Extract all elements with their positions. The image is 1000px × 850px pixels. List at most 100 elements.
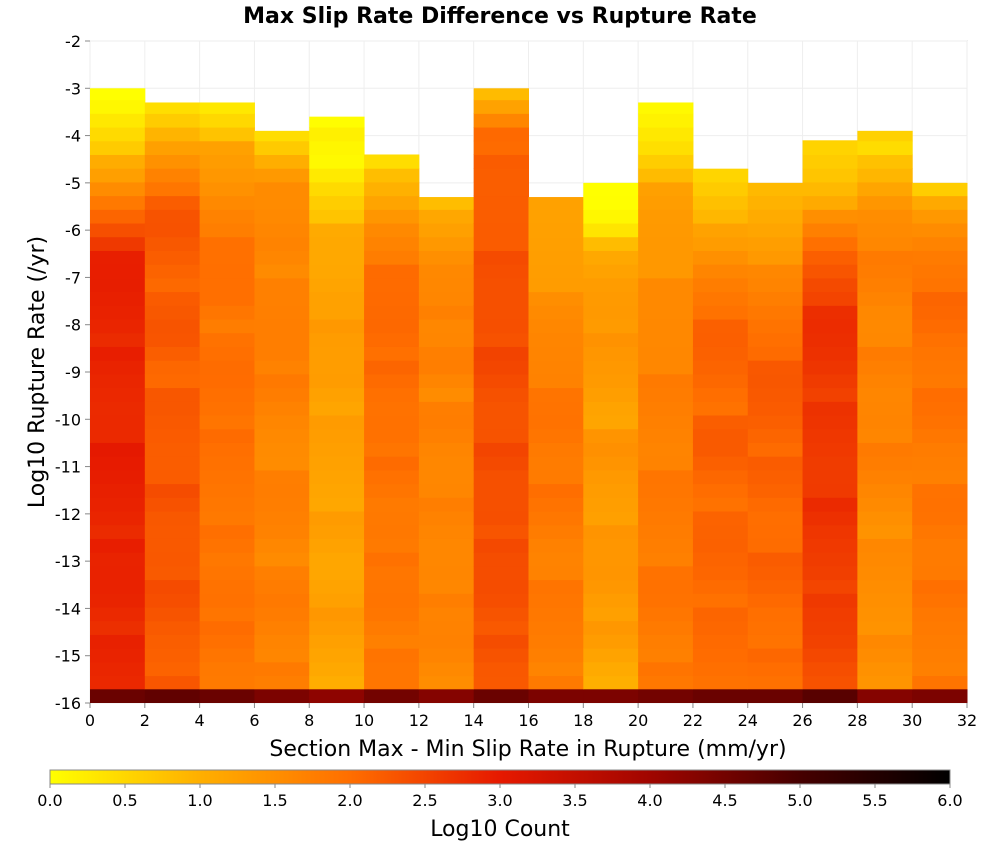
heatmap-cell (747, 593, 804, 608)
heatmap-cell (747, 442, 804, 457)
heatmap-cell (692, 593, 749, 608)
heatmap-cell (692, 579, 749, 594)
colorbar-tick-label: 0.0 (37, 791, 62, 810)
heatmap-cell (309, 387, 365, 402)
heatmap-cell (364, 579, 420, 594)
heatmap-cell (802, 305, 858, 320)
heatmap-cell (857, 250, 913, 265)
heatmap-cell (857, 319, 913, 334)
heatmap-cell (199, 223, 255, 238)
heatmap-cell (802, 250, 858, 265)
heatmap-cell (638, 319, 694, 334)
y-axis-label: Log10 Rupture Rate (/yr) (25, 236, 50, 508)
heatmap-cell (144, 648, 201, 663)
heatmap-cell (309, 209, 365, 224)
heatmap-cell (144, 483, 201, 498)
heatmap-cell (254, 497, 310, 512)
heatmap-cell (90, 428, 146, 443)
heatmap-cell (638, 102, 694, 114)
heatmap-cell (473, 607, 529, 622)
heatmap-cell (638, 511, 694, 526)
heatmap-cell (528, 538, 584, 553)
heatmap-cell (692, 483, 749, 498)
heatmap-cell (364, 552, 420, 567)
heatmap-cell (583, 387, 639, 402)
heatmap-cell (747, 469, 804, 485)
heatmap-cell (199, 648, 255, 663)
heatmap-cell (912, 620, 968, 635)
x-tick-label: 0 (85, 711, 95, 730)
heatmap-cell (802, 373, 858, 389)
heatmap-cell (254, 223, 310, 238)
heatmap-cell (364, 648, 420, 663)
heatmap-cell (254, 456, 310, 471)
heatmap-cell (692, 634, 749, 649)
heatmap-cell (857, 661, 913, 677)
heatmap-cell (583, 661, 639, 677)
heatmap-cell (912, 209, 968, 224)
heatmap-cell (199, 483, 255, 498)
heatmap-cell (199, 291, 255, 306)
heatmap-cell (857, 689, 913, 703)
heatmap-cell (418, 538, 475, 553)
heatmap-cell (309, 127, 365, 142)
heatmap-cell (90, 483, 146, 498)
heatmap-cell (528, 497, 584, 512)
heatmap-cell (638, 579, 694, 594)
heatmap-cell (144, 607, 201, 622)
heatmap-cell (364, 456, 420, 471)
heatmap-cell (802, 415, 858, 430)
heatmap-cell (692, 607, 749, 622)
heatmap-cell (528, 593, 584, 608)
heatmap-cell (747, 195, 804, 210)
heatmap-cell (90, 88, 146, 101)
heatmap-cell (309, 442, 365, 457)
heatmap-cell (857, 620, 913, 635)
heatmap-cell (90, 250, 146, 265)
heatmap-cell (583, 415, 639, 430)
heatmap-cell (747, 373, 804, 389)
heatmap-cell (418, 305, 475, 320)
heatmap-cell (528, 291, 584, 306)
heatmap-cell (583, 428, 639, 443)
heatmap-cell (747, 223, 804, 238)
heatmap-cell (692, 291, 749, 306)
heatmap-cell (747, 401, 804, 416)
heatmap-cell (692, 415, 749, 430)
heatmap-cell (90, 291, 146, 306)
heatmap-cell (747, 552, 804, 567)
heatmap-cell (144, 209, 201, 224)
heatmap-cell (583, 195, 639, 210)
heatmap-cell (473, 140, 529, 155)
heatmap-cell (90, 565, 146, 581)
heatmap-cell (309, 319, 365, 334)
heatmap-cell (747, 607, 804, 622)
heatmap-cell (912, 524, 968, 539)
y-tick-label: -13 (55, 552, 81, 571)
heatmap-cell (254, 140, 310, 155)
heatmap-cell (90, 346, 146, 361)
heatmap-cell (912, 305, 968, 320)
heatmap-cell (473, 661, 529, 677)
heatmap-cell (364, 387, 420, 402)
heatmap-cell (473, 497, 529, 512)
heatmap-cell (364, 373, 420, 389)
heatmap-cell (90, 634, 146, 649)
heatmap-cell (583, 607, 639, 622)
y-axis-ticks: -2 -3 -4 -5 -6 -7 -8 -9 -10 -11 -12 -13 -14 -15 -16 (55, 32, 90, 713)
heatmap-cell (857, 483, 913, 498)
heatmap-cell (528, 387, 584, 402)
heatmap-cells (90, 88, 968, 703)
heatmap-cell (802, 442, 858, 457)
heatmap-cell (857, 469, 913, 485)
x-tick-label: 8 (304, 711, 314, 730)
heatmap-cell (364, 195, 420, 210)
heatmap-cell (254, 264, 310, 279)
heatmap-cell (364, 401, 420, 416)
colorbar-tick-label: 0.5 (112, 791, 137, 810)
heatmap-cell (199, 127, 255, 142)
colorbar-tick-label: 6.0 (937, 791, 962, 810)
heatmap-cell (418, 332, 475, 347)
heatmap-cell (747, 456, 804, 471)
heatmap-cell (364, 168, 420, 183)
